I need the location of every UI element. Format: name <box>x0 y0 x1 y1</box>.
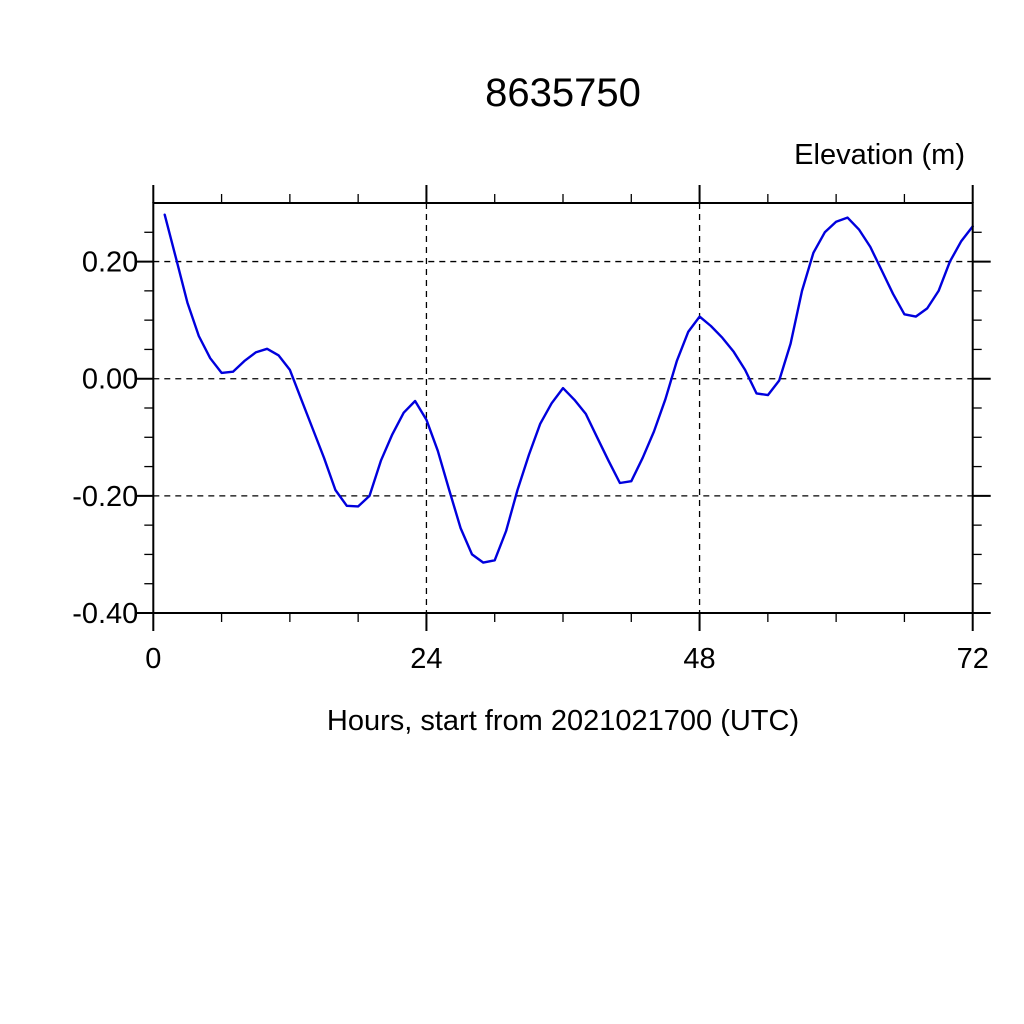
series-group <box>163 213 974 564</box>
ticks-group <box>135 185 991 631</box>
y-axis-title: Elevation (m) <box>794 139 965 171</box>
chart-title: 8635750 <box>485 71 641 115</box>
elevation-line <box>163 213 974 564</box>
x-tick-label: 72 <box>957 643 989 675</box>
gridlines-group <box>153 203 973 614</box>
y-tick-label: -0.40 <box>72 598 138 630</box>
x-tick-label: 48 <box>683 643 715 675</box>
y-tick-label: 0.00 <box>82 364 138 396</box>
tick-labels-group: 0 24 48 72 0.20 0.00 -0.20 -0.40 <box>72 247 989 675</box>
y-tick-label: 0.20 <box>82 247 138 279</box>
x-axis-label: Hours, start from 2021021700 (UTC) <box>327 705 799 737</box>
y-tick-label: -0.20 <box>72 481 138 513</box>
x-tick-label: 24 <box>410 643 442 675</box>
x-tick-label: 0 <box>145 643 161 675</box>
plot-frame <box>152 202 974 614</box>
